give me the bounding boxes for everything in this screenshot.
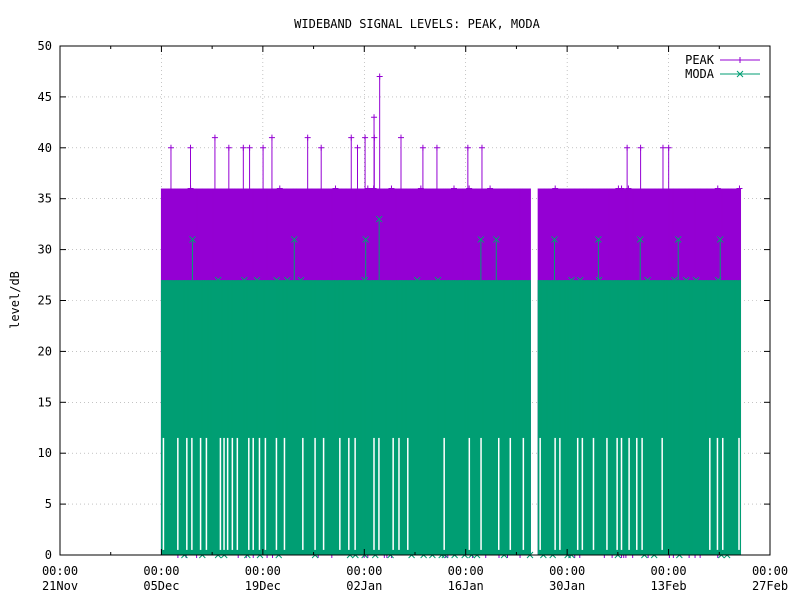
series-marker: [451, 185, 458, 192]
series-spike-marker: [371, 134, 378, 141]
series-marker: [552, 185, 559, 192]
x-tick-label-day: 02Jan: [346, 579, 382, 593]
series-marker: [388, 185, 395, 192]
x-tick-label-day: 16Jan: [448, 579, 484, 593]
x-tick-label-day: 21Nov: [42, 579, 78, 593]
series-spike-marker: [354, 144, 361, 151]
legend-label-peak: PEAK: [685, 53, 715, 67]
series-spike-marker: [595, 236, 602, 243]
series-marker: [276, 185, 283, 192]
series-marker: [576, 276, 584, 284]
x-tick-label-day: 19Dec: [245, 579, 281, 593]
series-spike-marker: [674, 236, 682, 243]
y-tick-label: 45: [38, 90, 52, 104]
series-marker: [364, 185, 371, 192]
series-spike-marker: [268, 134, 275, 141]
series-spike-marker: [397, 134, 404, 141]
series-band: [161, 280, 531, 555]
series-spike-marker: [464, 144, 471, 151]
series-spike-marker: [637, 144, 644, 151]
series-marker: [487, 185, 494, 192]
legend-marker-moda: [736, 70, 744, 78]
series-spike-marker: [477, 236, 485, 243]
x-tick-label-time: 00:00: [42, 564, 78, 578]
series-marker: [361, 276, 368, 284]
y-tick-label: 10: [38, 446, 52, 460]
series-spike-marker: [636, 236, 644, 243]
x-tick-label-time: 00:00: [651, 564, 687, 578]
y-tick-label: 0: [45, 548, 52, 562]
series-spike-marker: [665, 144, 672, 151]
chart-title: WIDEBAND SIGNAL LEVELS: PEAK, MODA: [294, 17, 540, 31]
y-tick-label: 35: [38, 192, 52, 206]
series-spike-marker: [187, 144, 194, 151]
y-tick-label: 5: [45, 497, 52, 511]
y-tick-label: 40: [38, 141, 52, 155]
series-spike-marker: [375, 215, 383, 223]
series-spike-marker: [551, 236, 558, 243]
series-spike-marker: [246, 144, 253, 151]
series-spike-marker: [240, 144, 247, 151]
series-spike-marker: [189, 236, 196, 243]
series-spike-marker: [260, 144, 267, 151]
series-marker: [434, 276, 442, 284]
y-axis-label: level/dB: [8, 271, 22, 329]
series-marker: [253, 276, 261, 284]
series-spike-marker: [478, 144, 485, 151]
series-spike-marker: [492, 236, 500, 243]
series-spike-marker: [419, 144, 426, 151]
series-spike-marker: [624, 144, 631, 151]
legend-marker-peak: [737, 57, 743, 63]
x-tick-label-time: 00:00: [752, 564, 788, 578]
series-marker: [714, 185, 721, 192]
series-spike-marker: [211, 134, 218, 141]
axis-ticks: 0510152025303540455000:0021Nov00:0005Dec…: [38, 39, 789, 593]
series-marker: [692, 276, 700, 284]
y-tick-label: 30: [38, 243, 52, 257]
series-marker: [625, 185, 632, 192]
series-layer: [160, 73, 743, 559]
x-tick-label-day: 13Feb: [651, 579, 687, 593]
series-spike-marker: [716, 236, 724, 243]
x-tick-label-day: 30Jan: [549, 579, 585, 593]
series-marker: [682, 276, 690, 284]
series-spike-marker: [318, 144, 325, 151]
x-tick-label-time: 00:00: [143, 564, 179, 578]
series-marker: [332, 185, 339, 192]
series-spike-marker: [362, 134, 369, 141]
x-tick-label-day: 05Dec: [143, 579, 179, 593]
y-tick-label: 50: [38, 39, 52, 53]
series-spike-marker: [659, 144, 666, 151]
x-tick-label-day: 27Feb: [752, 579, 788, 593]
series-spike-marker: [376, 73, 383, 80]
series-spike-marker: [433, 144, 440, 151]
series-spike-marker: [348, 134, 355, 141]
y-tick-label: 20: [38, 344, 52, 358]
x-tick-label-time: 00:00: [448, 564, 484, 578]
series-marker: [297, 276, 305, 284]
series-marker: [283, 276, 291, 284]
series-spike-marker: [362, 236, 370, 243]
series-marker: [644, 276, 651, 284]
series-marker: [466, 185, 473, 192]
series-spike-marker: [225, 144, 232, 151]
x-tick-label-time: 00:00: [245, 564, 281, 578]
series-marker: [736, 185, 743, 192]
series-marker: [595, 276, 603, 284]
legend-label-moda: MODA: [685, 67, 715, 81]
y-tick-label: 25: [38, 294, 52, 308]
series-spike-marker: [167, 144, 174, 151]
series-spike-marker: [290, 236, 298, 243]
x-tick-label-time: 00:00: [549, 564, 585, 578]
x-tick-label-time: 00:00: [346, 564, 382, 578]
series-marker: [413, 276, 421, 284]
series-spike-marker: [371, 114, 378, 121]
y-tick-label: 15: [38, 395, 52, 409]
series-marker: [214, 276, 222, 284]
series-spike-marker: [304, 134, 311, 141]
series-marker: [240, 276, 248, 284]
plot-border: [59, 45, 771, 556]
